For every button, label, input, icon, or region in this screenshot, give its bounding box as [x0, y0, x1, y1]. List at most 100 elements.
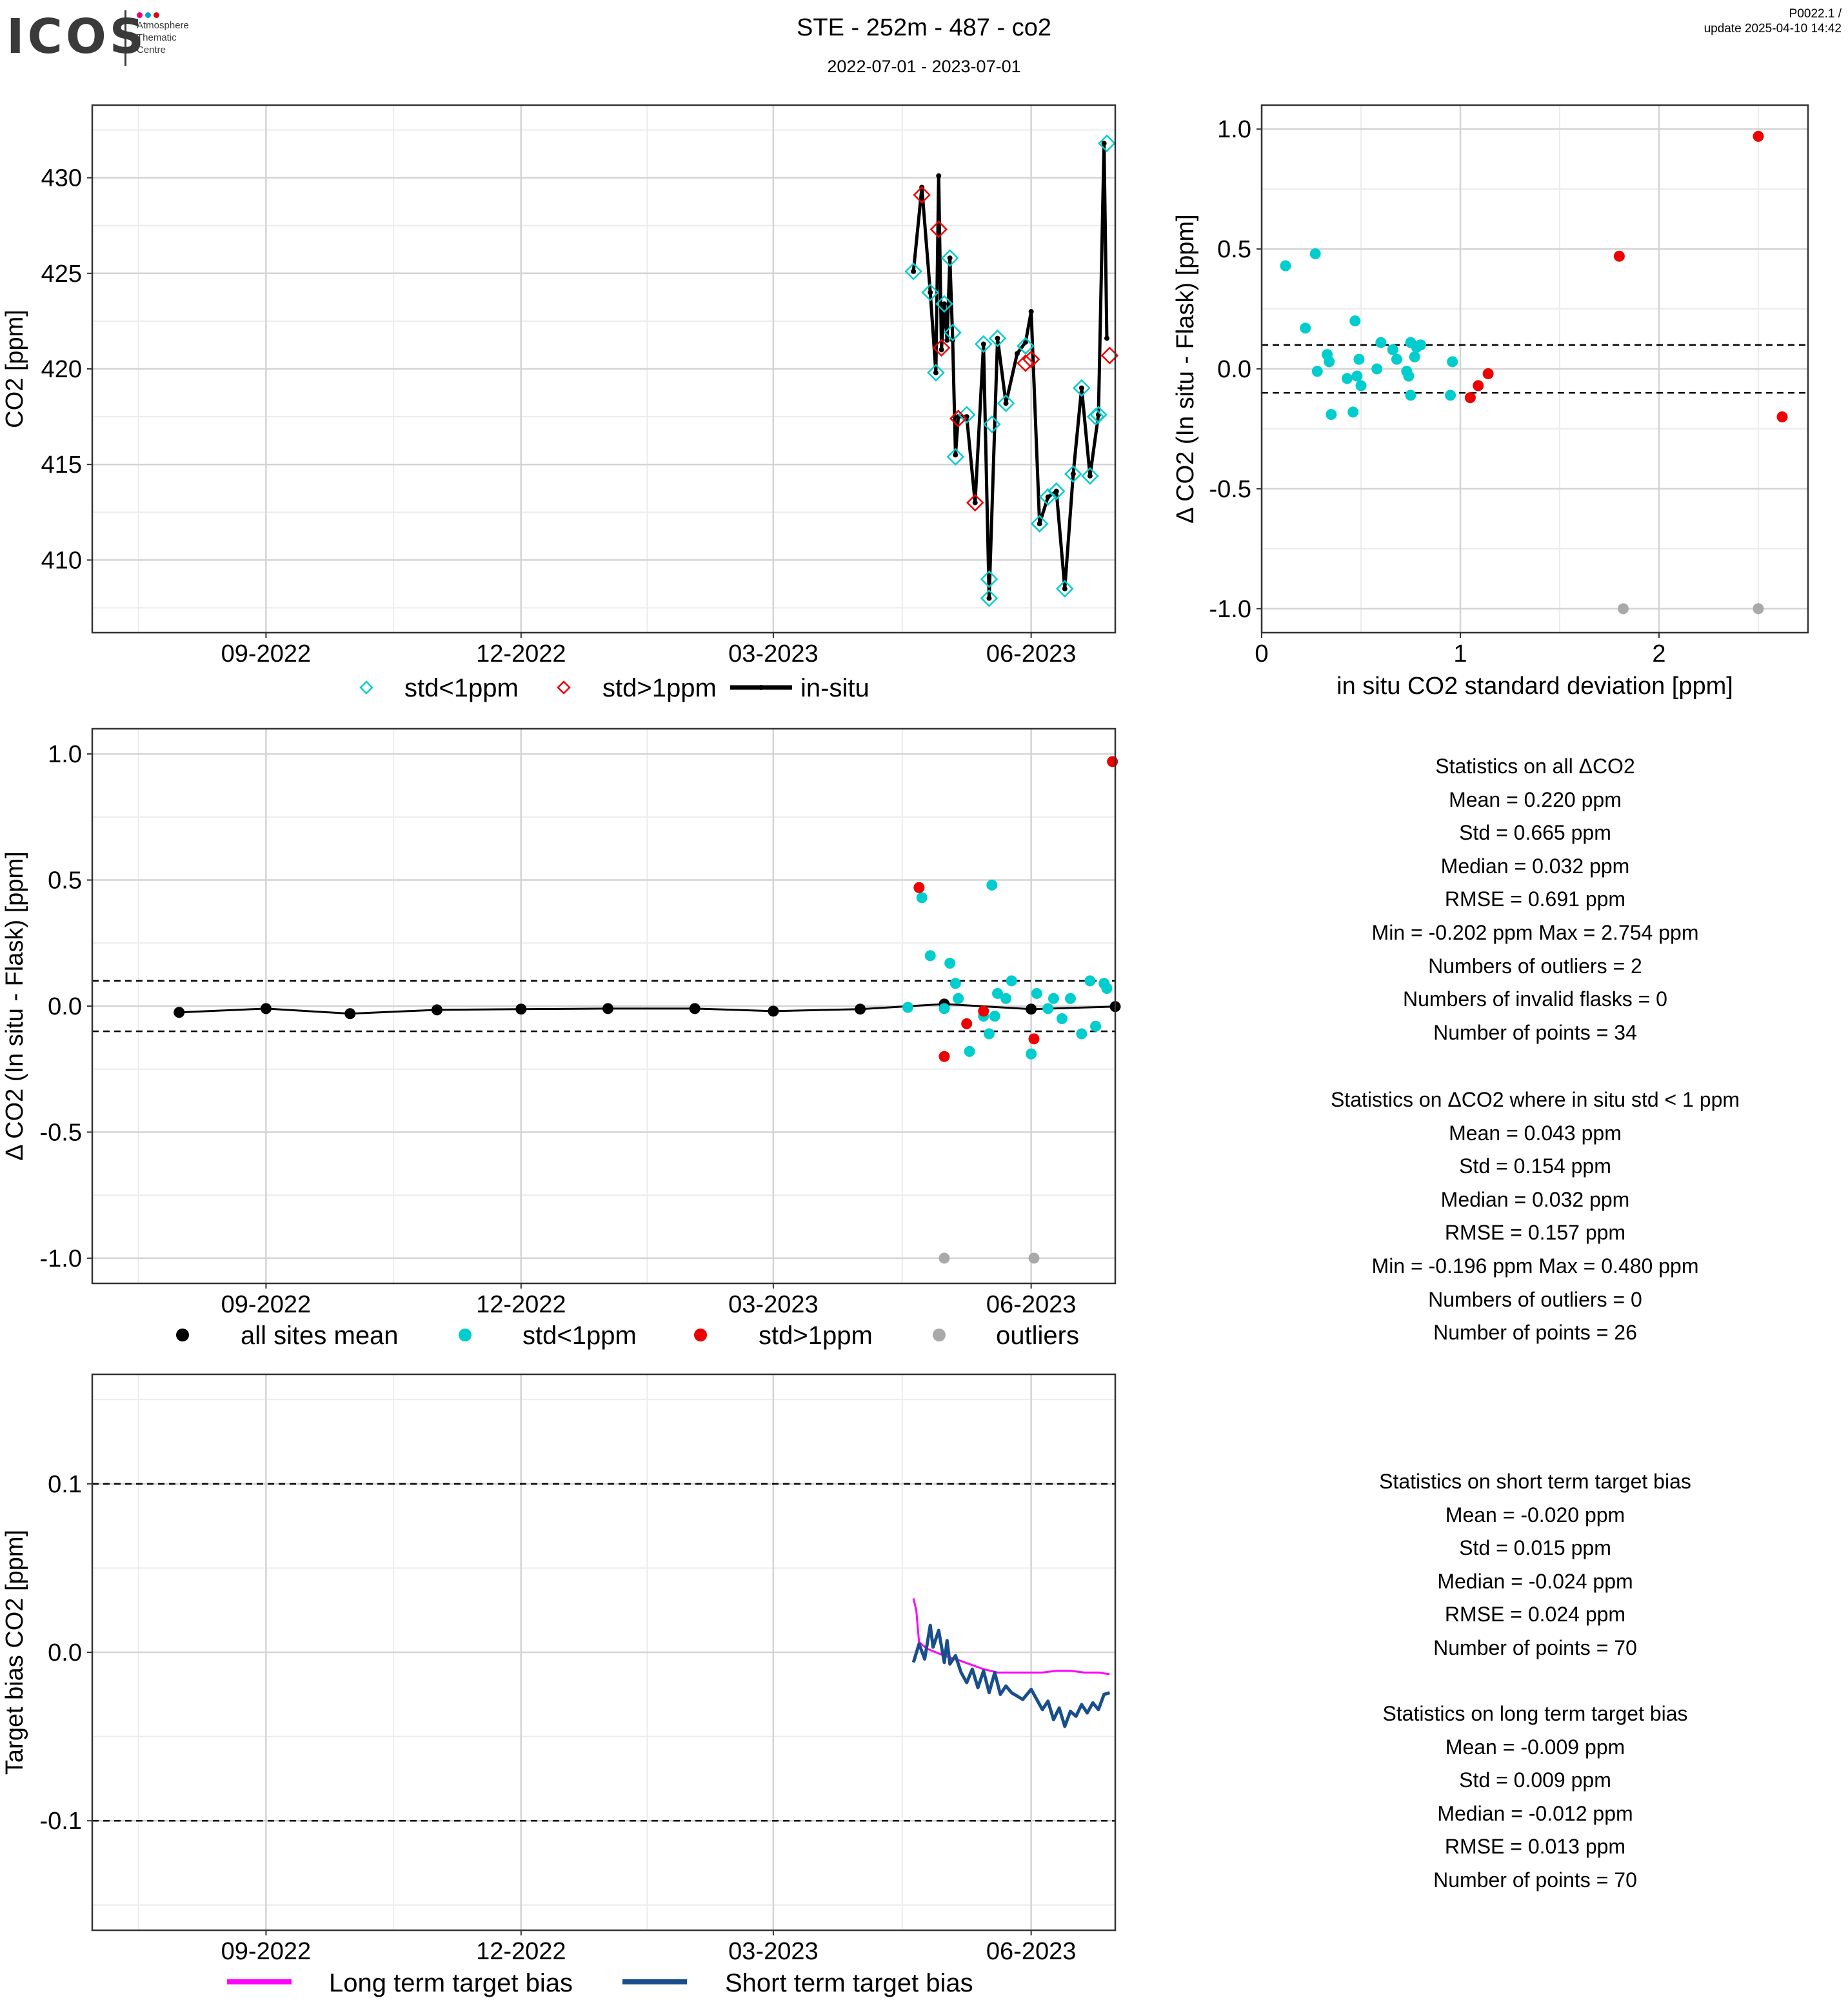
y-tick-label: 410 — [41, 547, 82, 574]
panel-border — [91, 104, 1117, 634]
panel-border — [91, 1373, 1117, 1932]
stats-line: Median = -0.024 ppm — [1437, 1569, 1633, 1593]
insitu-point — [980, 341, 986, 347]
stats-line: Median = -0.012 ppm — [1437, 1801, 1633, 1825]
y-tick-label: -1.0 — [1209, 596, 1251, 623]
y-axis-label: CO2 [ppm] — [1, 310, 28, 428]
stats-line: Number of points = 26 — [1433, 1321, 1637, 1345]
all-sites-mean-point — [344, 1008, 356, 1020]
std-lt1-point — [1101, 983, 1113, 994]
update-label: update 2025-04-10 14:42 — [1704, 22, 1842, 35]
std-lt1-point — [1375, 337, 1387, 348]
y-tick-label: 420 — [41, 356, 82, 383]
std-lt1-point — [983, 1028, 995, 1040]
legend-std-gt1-icon — [557, 680, 571, 695]
x-tick-label: 09-2022 — [221, 1938, 311, 1965]
y-tick-label: -1.0 — [40, 1245, 82, 1272]
std-gt1-point — [1028, 1033, 1040, 1045]
all-sites-mean-point — [431, 1004, 442, 1016]
stats-heading: Statistics on short term target bias — [1379, 1470, 1691, 1493]
short-term-bias-line — [911, 1623, 1111, 1728]
stats-line: Std = 0.154 ppm — [1459, 1154, 1611, 1178]
legend: std<1ppm std>1ppm in-situ — [359, 674, 869, 702]
std-lt1-point — [1324, 356, 1335, 368]
std-lt1-point — [1403, 370, 1415, 382]
y-tick-label: 1.0 — [1217, 116, 1251, 143]
std-lt1-point — [1445, 390, 1456, 401]
logo-subtitle: Atmosphere Thematic Centre — [137, 20, 189, 55]
insitu-point — [1045, 494, 1051, 500]
x-tick-label: 06-2023 — [986, 640, 1076, 667]
all-sites-mean-point — [174, 1007, 185, 1018]
std-gt1-point — [978, 1005, 989, 1017]
std-lt1-point — [1076, 1028, 1088, 1040]
insitu-point — [1062, 586, 1068, 591]
std-gt1-point — [913, 882, 925, 893]
stats-line: RMSE = 0.013 ppm — [1444, 1835, 1626, 1859]
flask-std-lt1-marker — [980, 589, 999, 608]
std-lt1-point — [1447, 356, 1458, 368]
legend-std-lt1-icon — [459, 1329, 472, 1341]
std-lt1-point — [1042, 1003, 1054, 1014]
flask-std-lt1-marker — [975, 335, 993, 353]
flask-std-lt1-marker — [927, 364, 945, 382]
x-tick-label: 1 — [1453, 640, 1467, 667]
flask-std-lt1-marker — [1081, 467, 1099, 485]
outlier-point — [1753, 603, 1764, 615]
all-sites-mean-point — [1026, 1004, 1037, 1015]
all-sites-mean-point — [515, 1004, 527, 1015]
stats-line: Mean = -0.020 ppm — [1445, 1503, 1625, 1527]
std-lt1-point — [916, 892, 928, 904]
y-tick-label: -0.1 — [40, 1808, 82, 1835]
std-gt1-point — [1482, 368, 1494, 379]
std-lt1-point — [1349, 315, 1361, 327]
insitu-point — [933, 370, 939, 375]
insitu-point — [1022, 339, 1028, 345]
panel-border — [1260, 104, 1809, 634]
x-tick-label: 03-2023 — [728, 1938, 818, 1965]
y-axis-label: Δ CO2 (In situ - Flask) [ppm] — [1, 851, 28, 1160]
stats-line: RMSE = 0.024 ppm — [1444, 1603, 1626, 1626]
logo-divider — [124, 10, 126, 66]
legend-std-gt1-icon — [694, 1329, 707, 1341]
legend-insitu-dot — [759, 685, 764, 690]
std-lt1-point — [1391, 353, 1402, 365]
flask-std-lt1-marker — [944, 323, 962, 342]
flask-std-lt1-marker — [946, 448, 965, 466]
flask-std-lt1-marker — [935, 295, 953, 313]
legend-label: in-situ — [800, 674, 869, 702]
stats-std-lt1: Statistics on ΔCO2 where in situ std < 1… — [1229, 1083, 1842, 1350]
stats-line: Numbers of outliers = 2 — [1428, 954, 1642, 978]
legend-outliers-icon — [933, 1329, 946, 1341]
x-tick-label: 12-2022 — [476, 640, 566, 667]
std-lt1-point — [1371, 363, 1383, 375]
std-gt1-point — [1753, 130, 1764, 142]
flask-std-lt1-marker — [957, 406, 976, 424]
std-lt1-point — [1353, 353, 1365, 365]
insitu-point — [947, 255, 953, 261]
y-tick-label: 0.0 — [48, 1639, 82, 1666]
stats-line: Median = 0.032 ppm — [1440, 1187, 1630, 1211]
flask-std-gt1-marker — [949, 410, 968, 428]
std-lt1-point — [939, 1003, 950, 1014]
all-sites-mean-point — [855, 1004, 866, 1015]
icos-logo: ICOS — [6, 9, 148, 64]
flask-std-lt1-marker — [1047, 482, 1066, 500]
stats-heading: Statistics on long term target bias — [1382, 1702, 1688, 1725]
flask-std-lt1-marker — [1086, 408, 1105, 426]
std-lt1-point — [1326, 409, 1337, 420]
std-lt1-point — [1351, 370, 1363, 382]
y-tick-label: 425 — [41, 261, 82, 288]
flask-std-lt1-marker — [904, 262, 922, 281]
std-lt1-point — [1300, 322, 1311, 334]
insitu-point — [939, 347, 944, 353]
std-lt1-point — [944, 958, 956, 969]
x-tick-label: 09-2022 — [221, 640, 311, 667]
insitu-point — [972, 500, 978, 506]
panel-border — [91, 727, 1117, 1285]
stats-line: Mean = 0.220 ppm — [1449, 787, 1622, 811]
std-lt1-point — [1048, 993, 1059, 1004]
stats-line: Numbers of outliers = 0 — [1428, 1287, 1642, 1311]
flask-std-lt1-marker — [1030, 515, 1049, 533]
x-tick-label: 03-2023 — [728, 1291, 818, 1318]
